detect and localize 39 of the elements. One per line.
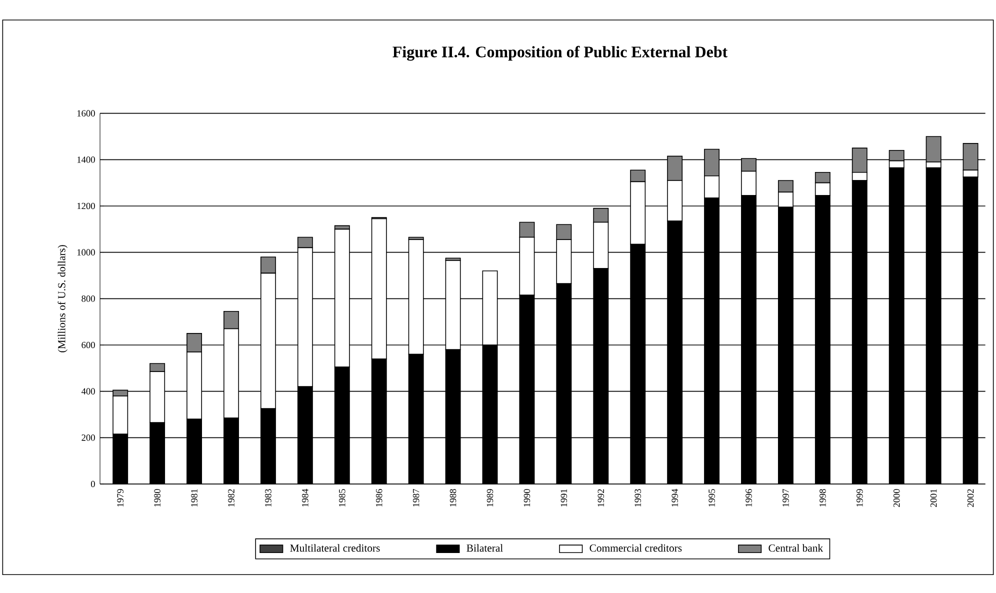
x-tick-label: 2001 xyxy=(930,489,937,507)
x-tick-label: 1981 xyxy=(191,489,198,506)
y-tick-label: 200 xyxy=(82,434,95,441)
y-tick-label: 1600 xyxy=(77,110,95,116)
legend-label: Commercial creditors xyxy=(590,544,682,552)
x-tick-label: 1983 xyxy=(265,488,272,506)
x-tick-label: 1997 xyxy=(782,488,789,506)
x-tick-label: 1994 xyxy=(672,488,678,506)
x-tick-label: 1982 xyxy=(228,489,234,506)
y-tick-label: 1000 xyxy=(77,249,95,256)
x-tick-label: 1990 xyxy=(524,488,530,506)
legend-label: Bilateral xyxy=(466,544,503,552)
x-tick-label: 1979 xyxy=(117,488,124,506)
y-tick-label: 1200 xyxy=(77,202,95,209)
y-tick-label: 1400 xyxy=(77,156,95,163)
x-tick-label: 2002 xyxy=(967,489,974,507)
y-tick-label: 0 xyxy=(90,480,95,487)
x-tick-label: 1986 xyxy=(376,488,382,506)
x-tick-label: 1985 xyxy=(338,488,346,506)
x-tick-label: 1988 xyxy=(450,488,456,506)
x-tick-label: 1993 xyxy=(634,488,641,506)
legend-label: Central bank xyxy=(768,544,824,552)
y-tick-label: 800 xyxy=(82,295,95,302)
x-tick-label: 1991 xyxy=(560,489,568,506)
x-tick-label: 1995 xyxy=(708,488,715,506)
x-tick-label: 1980 xyxy=(154,488,160,506)
y-tick-label: 400 xyxy=(81,388,95,394)
chart-title: Figure II.4. Composition of Public External Debt xyxy=(392,46,728,61)
x-tick-label: 1987 xyxy=(412,488,420,506)
y-tick-label: 600 xyxy=(82,342,95,348)
x-tick-label: 1989 xyxy=(486,488,494,506)
x-tick-label: 2000 xyxy=(893,488,900,507)
x-tick-label: 1984 xyxy=(302,488,308,506)
x-tick-label: 1998 xyxy=(820,488,826,506)
legend-label: Multilateral creditors xyxy=(290,544,380,552)
y-axis-title: (Millions of U.S. dollars) xyxy=(58,244,68,352)
x-tick-label: 1999 xyxy=(856,488,863,506)
x-tick-label: 1992 xyxy=(598,489,604,506)
x-tick-label: 1996 xyxy=(746,488,752,506)
